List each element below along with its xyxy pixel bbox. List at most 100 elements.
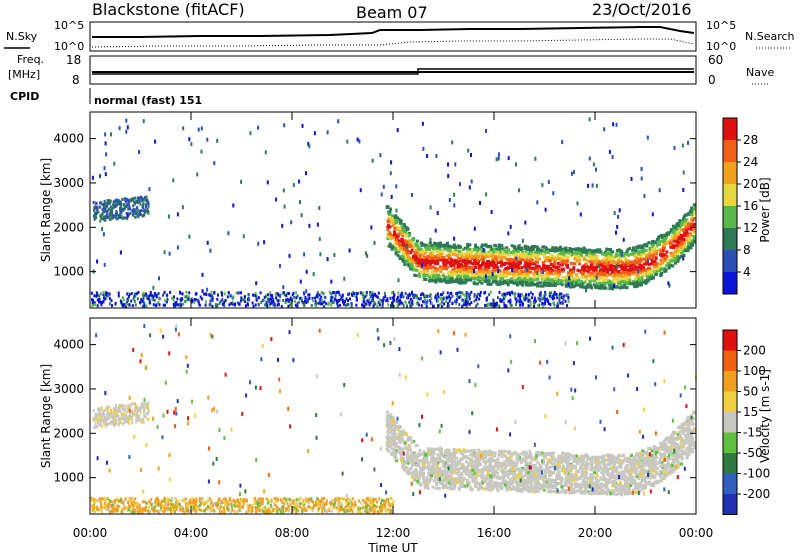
echo-cell (168, 507, 171, 511)
echo-cell (506, 261, 510, 265)
echo-cell (249, 509, 251, 513)
echo-cell (440, 293, 442, 297)
echo-cell (615, 264, 618, 269)
echo-cell (172, 298, 175, 302)
echo-cell (122, 207, 125, 211)
echo-cell (389, 216, 392, 220)
noise-panel: N.Sky 10^5 10^0 10^5 10^0 N.Search (4, 19, 795, 53)
echo-cell (459, 275, 462, 279)
echo-cell (530, 248, 534, 252)
echo-cell (104, 507, 107, 511)
echo-cell (91, 304, 94, 307)
echo-cell (536, 281, 540, 285)
echo-cell (143, 211, 146, 215)
echo-cell (384, 295, 387, 298)
echo-cell (109, 500, 112, 504)
echo-cell (595, 183, 598, 188)
echo-cell (325, 503, 327, 507)
echo-cell (484, 303, 487, 307)
echo-cell (487, 275, 491, 279)
echo-cell (103, 166, 106, 171)
echo-cell (358, 506, 360, 510)
echo-cell (489, 261, 492, 265)
echo-cell (500, 252, 504, 256)
echo-cell (674, 252, 678, 256)
echo-cell (610, 260, 613, 264)
echo-cell (463, 246, 467, 250)
echo-cell (203, 292, 206, 296)
echo-cell (203, 500, 206, 504)
echo-cell (162, 303, 165, 307)
echo-cell (380, 503, 383, 507)
echo-cell (218, 507, 221, 511)
echo-cell (339, 303, 342, 307)
echo-cell (148, 500, 151, 504)
echo-cell (505, 246, 509, 250)
echo-cell (515, 162, 517, 167)
echo-cell (148, 294, 151, 298)
echo-cell (118, 201, 121, 206)
echo-cell (431, 243, 434, 247)
echo-cell (548, 294, 551, 298)
echo-cell (182, 509, 185, 513)
echo-cell (261, 497, 264, 501)
echo-cell (690, 213, 694, 217)
echo-cell (415, 302, 418, 306)
colorbar-segment (723, 184, 737, 206)
echo-cell (405, 251, 409, 255)
echo-cell (158, 303, 161, 307)
echo-cell (114, 212, 117, 216)
echo-cell (472, 262, 475, 266)
echo-cell (146, 207, 149, 211)
echo-cell (614, 271, 618, 275)
echo-cell (133, 510, 136, 514)
echo-cell (347, 303, 350, 306)
echo-cell (682, 256, 685, 261)
echo-cell (646, 253, 650, 257)
echo-cell (466, 245, 470, 249)
echo-cell (426, 294, 429, 298)
echo-cell (588, 117, 591, 122)
echo-cell (128, 504, 130, 508)
echo-cell (568, 285, 572, 289)
echo-cell (102, 210, 105, 214)
echo-cell (505, 274, 509, 278)
echo-cell (552, 283, 556, 287)
colorbar-tick-label: 4 (743, 265, 751, 279)
echo-cell (154, 139, 157, 144)
echo-cell (301, 505, 304, 508)
echo-cell (430, 259, 434, 263)
echo-cell (227, 291, 230, 295)
echo-cell (531, 247, 535, 251)
echo-cell (337, 290, 340, 294)
echo-cell (691, 219, 695, 223)
echo-cell (217, 499, 220, 503)
echo-cell (519, 303, 522, 307)
echo-cell (266, 298, 269, 302)
echo-cell (458, 295, 461, 299)
echo-cell (91, 301, 94, 305)
echo-cell (518, 188, 521, 193)
echo-cell (614, 268, 618, 272)
echo-cell (424, 243, 428, 247)
echo-cell (637, 283, 641, 287)
echo-cell (104, 500, 107, 504)
echo-cell (497, 304, 500, 308)
echo-cell (517, 272, 521, 276)
echo-cell (206, 499, 209, 503)
echo-cell (384, 501, 387, 505)
echo-cell (594, 285, 598, 289)
echo-cell (651, 239, 655, 243)
echo-cell (603, 127, 606, 132)
echo-cell (455, 253, 459, 257)
echo-cell (286, 501, 289, 505)
echo-cell (127, 299, 129, 303)
echo-cell (495, 264, 498, 268)
freq-tick-bottom: 8 (72, 73, 80, 87)
echo-cell (538, 274, 542, 278)
echo-cell (339, 501, 341, 505)
echo-cell (210, 298, 213, 302)
echo-cell (648, 248, 652, 252)
echo-cell (458, 303, 461, 307)
echo-cell (264, 150, 267, 155)
